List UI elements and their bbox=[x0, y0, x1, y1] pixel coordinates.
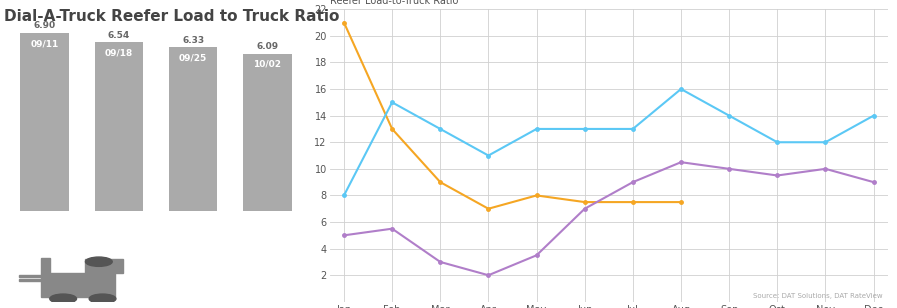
Bar bbox=[243, 54, 292, 211]
Bar bbox=[48, 274, 115, 297]
Text: Dial-A-Truck Reefer Load to Truck Ratio: Dial-A-Truck Reefer Load to Truck Ratio bbox=[4, 9, 340, 24]
Text: Reefer Load-to-Truck Ratio: Reefer Load-to-Truck Ratio bbox=[329, 0, 457, 6]
Bar bbox=[19, 279, 52, 281]
Text: 09/11: 09/11 bbox=[30, 39, 58, 48]
Bar bbox=[19, 275, 52, 277]
Text: 09/25: 09/25 bbox=[179, 54, 207, 63]
Bar bbox=[21, 33, 69, 211]
Text: Source: DAT Solutions, DAT RateView: Source: DAT Solutions, DAT RateView bbox=[753, 293, 883, 299]
Text: 6.54: 6.54 bbox=[108, 31, 130, 40]
Circle shape bbox=[85, 257, 112, 266]
Circle shape bbox=[50, 294, 76, 303]
Text: 09/18: 09/18 bbox=[105, 48, 133, 57]
Bar bbox=[85, 259, 123, 274]
Bar bbox=[169, 47, 217, 211]
Bar bbox=[41, 258, 50, 297]
Text: 6.33: 6.33 bbox=[182, 36, 205, 45]
Text: 6.09: 6.09 bbox=[257, 43, 279, 51]
Text: 6.90: 6.90 bbox=[33, 22, 56, 30]
Bar bbox=[95, 42, 143, 211]
Circle shape bbox=[89, 294, 116, 303]
Text: 10/02: 10/02 bbox=[254, 60, 282, 69]
